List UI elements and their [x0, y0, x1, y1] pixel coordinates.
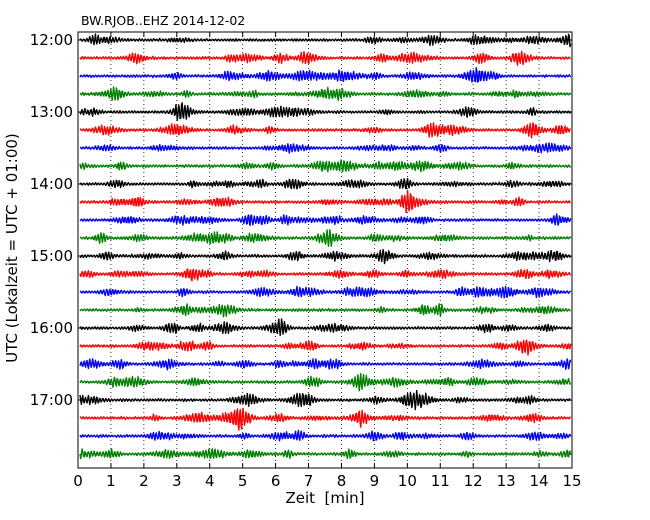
- x-tick-label: 2: [139, 472, 149, 490]
- x-tick-label: 6: [271, 472, 281, 490]
- trace-line: [79, 33, 572, 48]
- y-tick-label: 14:00: [30, 175, 73, 193]
- y-tick-label: 13:00: [30, 103, 73, 121]
- trace-line: [79, 358, 572, 371]
- x-tick-label: 11: [431, 472, 450, 490]
- x-tick-label: 13: [497, 472, 516, 490]
- trace-line: [79, 285, 572, 299]
- trace-line: [79, 389, 572, 411]
- seismic-traces: [79, 33, 572, 460]
- x-tick-label: 4: [205, 472, 215, 490]
- trace-line: [79, 67, 572, 83]
- y-tick-label: 16:00: [30, 319, 73, 337]
- chart-title: BW.RJOB..EHZ 2014-12-02: [81, 13, 245, 28]
- x-tick-label: 5: [238, 472, 248, 490]
- plot-frame: [77, 31, 573, 469]
- trace-line: [79, 318, 572, 337]
- y-axis-ticks: 12:00 13:00 14:00 15:00 16:00 17:00: [30, 31, 572, 409]
- x-tick-label: 3: [172, 472, 182, 490]
- y-axis-title: UTC (Lokalzeit = UTC + 01:00): [3, 133, 21, 363]
- x-tick-label: 10: [398, 472, 417, 490]
- trace-line: [79, 303, 571, 318]
- x-tick-label: 12: [464, 472, 483, 490]
- trace-line: [79, 86, 572, 101]
- x-tick-label: 14: [530, 472, 549, 490]
- y-tick-label: 12:00: [30, 31, 73, 49]
- x-axis-ticks: 0 1 2 3 4 5 6 7 8 9 10 11 12 13 14 15: [73, 32, 582, 490]
- trace-line: [79, 142, 572, 154]
- grid-lines: [110, 32, 540, 468]
- trace-line: [79, 50, 572, 66]
- x-tick-label: 0: [73, 472, 83, 490]
- trace-line: [79, 177, 571, 190]
- x-tick-label: 7: [304, 472, 314, 490]
- x-tick-label: 15: [562, 472, 581, 490]
- y-tick-label: 17:00: [30, 391, 73, 409]
- y-tick-label: 15:00: [30, 247, 73, 265]
- trace-line: [79, 229, 572, 247]
- x-tick-label: 9: [370, 472, 380, 490]
- trace-line: [79, 189, 571, 214]
- x-tick-label: 1: [106, 472, 116, 490]
- trace-line: [79, 447, 572, 460]
- trace-line: [79, 429, 572, 442]
- trace-line: [79, 373, 572, 392]
- trace-line: [79, 339, 572, 356]
- trace-line: [79, 407, 571, 431]
- trace-line: [79, 213, 572, 227]
- trace-line: [79, 102, 572, 122]
- trace-line: [79, 122, 571, 139]
- x-tick-label: 8: [337, 472, 347, 490]
- trace-line: [79, 248, 572, 265]
- x-axis-title: Zeit [min]: [285, 489, 364, 507]
- trace-line: [79, 159, 572, 173]
- trace-line: [79, 268, 572, 282]
